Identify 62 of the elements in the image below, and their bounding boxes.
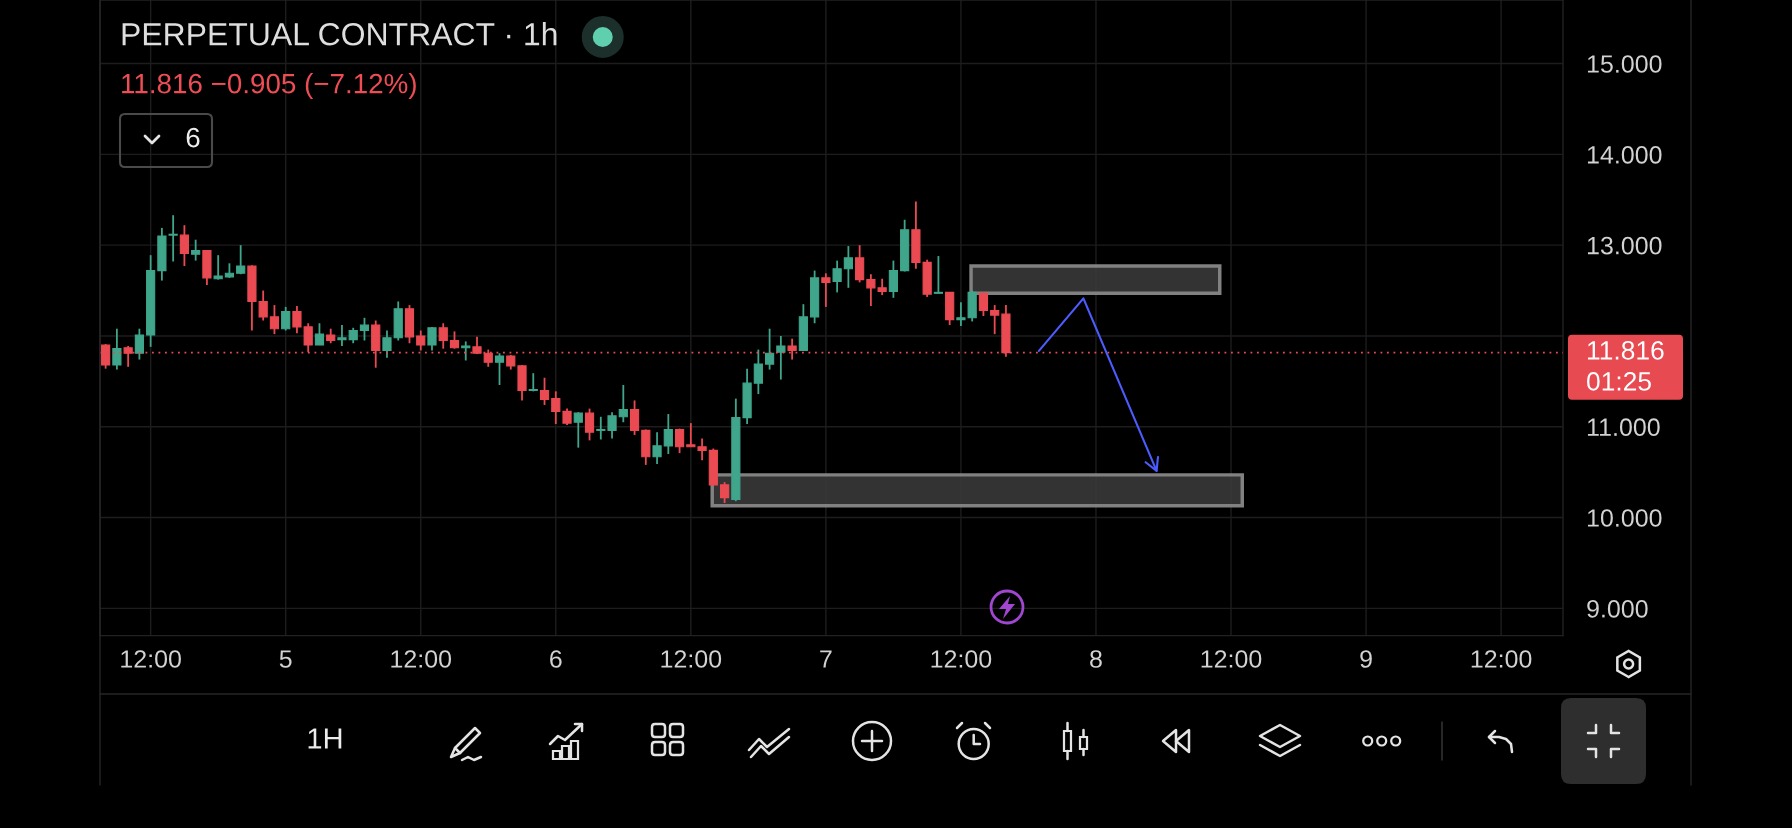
x-tick-label: 6 [550, 650, 562, 668]
candlestick [551, 390, 561, 425]
y-tick-label: 14.000 [1587, 145, 1662, 164]
candlestick [281, 305, 291, 332]
candlestick [438, 322, 448, 350]
candlestick [573, 411, 583, 449]
candlestick [191, 238, 201, 262]
x-tick-label: 12:00 [1471, 650, 1532, 668]
candlestick [269, 304, 280, 336]
y-tick-label: 13.000 [1587, 236, 1662, 255]
candlestick [618, 384, 628, 424]
text: 1H [308, 728, 342, 749]
candlestick [663, 413, 673, 455]
annotation: 6 [186, 127, 200, 148]
candlestick [753, 348, 763, 395]
x-tick-label: 12:00 [391, 650, 452, 668]
x-tick-label: 7 [820, 650, 832, 668]
x-tick-label: 12:00 [1201, 650, 1262, 668]
candlestick [179, 224, 190, 267]
candlestick [134, 327, 144, 361]
x-tick-label: 12:00 [661, 650, 722, 668]
candlestick [776, 335, 786, 381]
candlestick [112, 327, 122, 371]
candlestick [843, 245, 853, 289]
text: 01:25 [1587, 372, 1651, 391]
candlestick [821, 272, 831, 308]
candlestick [978, 291, 989, 317]
candlestick [764, 327, 775, 371]
y-tick-label: 15.000 [1587, 55, 1662, 73]
candlestick [933, 255, 944, 295]
ref-line-label: 11.816 [1588, 341, 1664, 360]
candlestick [990, 304, 1000, 336]
x-tick-label: 8 [1090, 650, 1102, 668]
text: 11.816 −0.905 (−7.12%) [122, 73, 416, 99]
candlestick [719, 481, 730, 504]
x-tick-label: 12:00 [931, 650, 992, 668]
x-tick-label: 9 [1360, 650, 1372, 668]
candlestick [359, 316, 370, 342]
candlestick [416, 329, 426, 352]
candlestick [494, 352, 505, 386]
candlestick [584, 407, 595, 442]
candlestick [337, 324, 347, 347]
candlestick [629, 399, 640, 436]
candlestick [596, 415, 606, 441]
y-tick-label: 9.000 [1587, 599, 1648, 618]
candlestick [382, 329, 392, 359]
candlestick [888, 259, 899, 299]
candlestick [607, 411, 617, 440]
candlestick [674, 427, 685, 454]
candlestick [236, 244, 246, 276]
candlestick [855, 244, 865, 284]
x-tick-label: 5 [279, 650, 292, 668]
candlestick [461, 340, 471, 362]
candlestick [314, 322, 325, 346]
y-tick-label: 10.000 [1587, 509, 1662, 527]
y-tick-label: 11.000 [1587, 418, 1660, 437]
candlestick [832, 259, 842, 294]
x-tick-label: 12:00 [121, 650, 181, 668]
candlestick [652, 431, 662, 465]
text: PERPETUAL CONTRACT · 1h [122, 22, 557, 46]
candlestick [539, 376, 550, 406]
candlestick [213, 254, 223, 281]
